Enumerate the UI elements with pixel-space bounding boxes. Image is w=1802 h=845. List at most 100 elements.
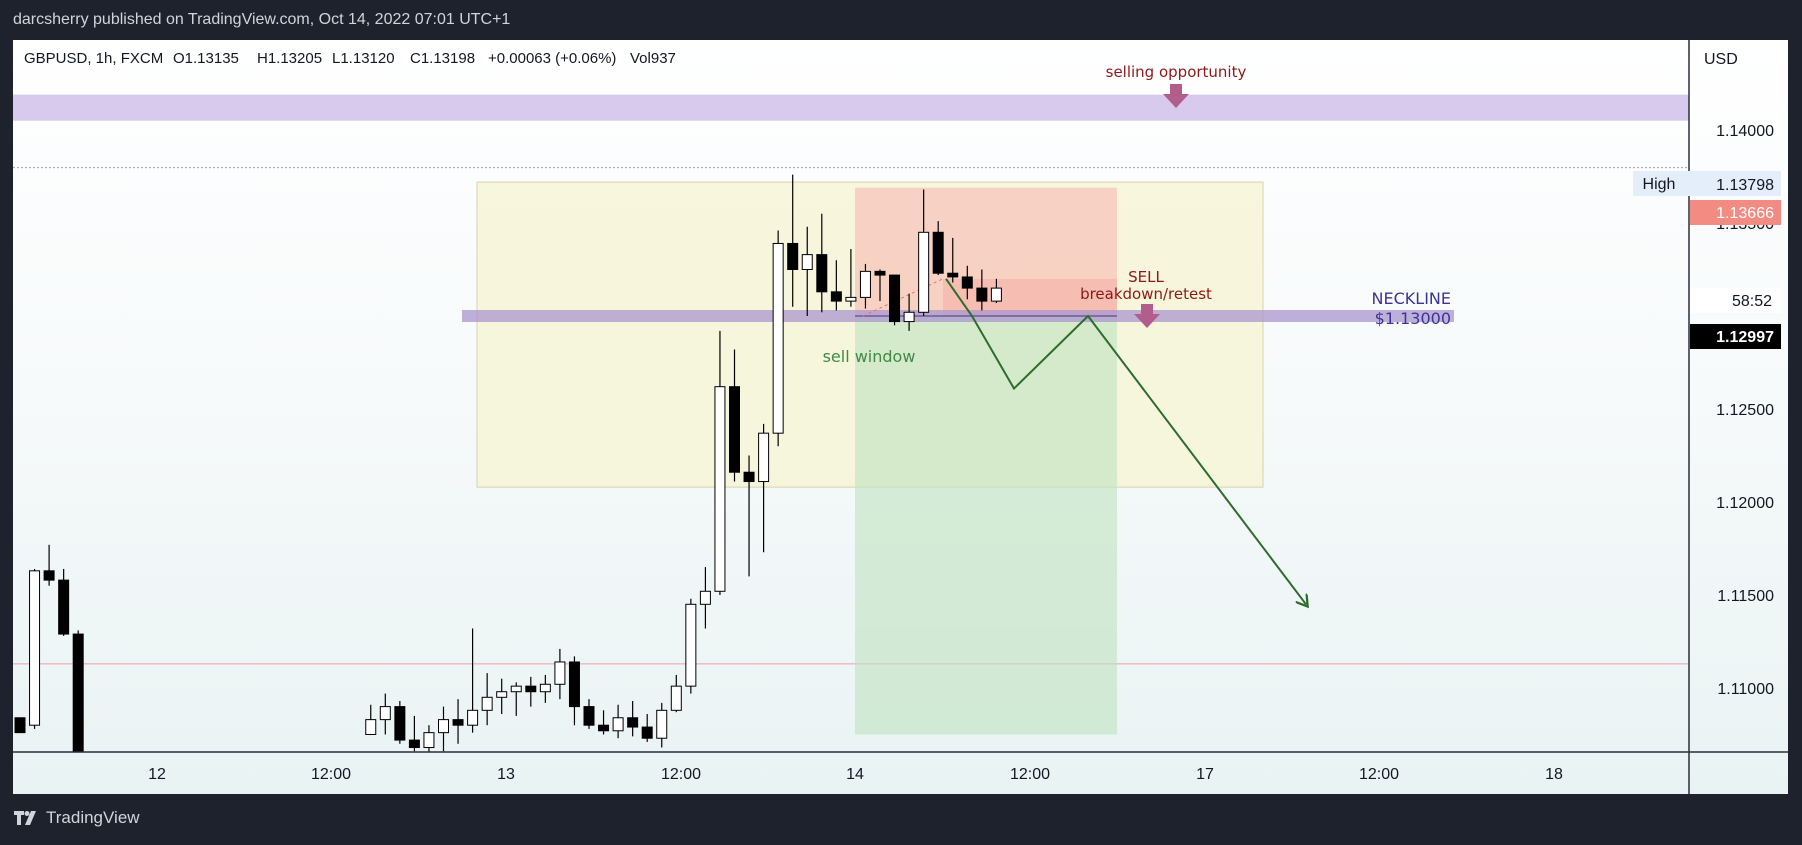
candle-body[interactable] xyxy=(729,386,740,473)
legend-low: L1.13120 xyxy=(332,50,395,67)
legend-change: +0.00063 (+0.06%) xyxy=(488,50,616,67)
candle-body[interactable] xyxy=(481,696,493,711)
candle-body[interactable] xyxy=(859,270,871,298)
candle-body[interactable] xyxy=(685,603,697,687)
high-badge-label: High xyxy=(1643,176,1676,193)
candle-body[interactable] xyxy=(990,287,1002,302)
price-tick-label: 1.11500 xyxy=(1717,588,1774,605)
candle-body[interactable] xyxy=(816,254,828,293)
time-tick-label: 12:00 xyxy=(311,766,351,783)
countdown-badge: 58:52 xyxy=(1690,288,1781,313)
candle-body[interactable] xyxy=(758,432,770,483)
mark-price-value: 1.13666 xyxy=(1716,205,1774,222)
legend-high: H1.13205 xyxy=(257,50,322,67)
sell-label: SELL xyxy=(1128,268,1164,286)
candle-body[interactable] xyxy=(496,691,508,698)
price-tick-label: 1.12000 xyxy=(1716,495,1774,512)
candles xyxy=(14,174,1002,759)
candle-body[interactable] xyxy=(43,570,55,581)
time-tick-label: 17 xyxy=(1196,766,1214,783)
time-axis-ticks[interactable]: 12 12:00 13 12:00 14 12:00 17 12:00 18 xyxy=(148,766,1563,783)
countdown-value: 58:52 xyxy=(1732,293,1772,310)
candle-body[interactable] xyxy=(903,311,915,323)
publisher-bar: darcsherry published on TradingView.com,… xyxy=(0,0,1802,40)
last-price-value: 1.12997 xyxy=(1716,329,1774,346)
legend-open: O1.13135 xyxy=(173,50,239,67)
price-tick-label: 1.12500 xyxy=(1716,402,1774,419)
candle-body[interactable] xyxy=(699,590,711,605)
down-arrow-marker-icon xyxy=(1134,304,1160,328)
high-badge: High 1.13798 xyxy=(1633,171,1781,196)
projection-path[interactable] xyxy=(945,278,1306,605)
candle-body[interactable] xyxy=(627,717,639,728)
tradingview-logo-icon xyxy=(14,811,36,825)
selling-opportunity-label: selling opportunity xyxy=(1106,63,1247,81)
candle-body[interactable] xyxy=(539,683,551,693)
candle-body[interactable] xyxy=(932,231,944,274)
candle-body[interactable] xyxy=(918,231,930,313)
time-tick-label: 18 xyxy=(1545,766,1563,783)
candle-body[interactable] xyxy=(14,717,26,734)
candle-body[interactable] xyxy=(961,276,973,289)
candle-body[interactable] xyxy=(365,719,377,735)
legend-symbol[interactable]: GBPUSD, 1h, FXCM xyxy=(24,50,163,67)
candle-body[interactable] xyxy=(568,661,580,708)
candle-body[interactable] xyxy=(438,719,449,734)
candle-body[interactable] xyxy=(583,706,595,726)
candle-body[interactable] xyxy=(408,739,420,749)
candle-body[interactable] xyxy=(641,726,653,739)
candle-body[interactable] xyxy=(58,579,70,635)
candle-body[interactable] xyxy=(452,719,464,726)
candle-body[interactable] xyxy=(772,242,784,434)
candle-body[interactable] xyxy=(714,386,726,592)
candle-body[interactable] xyxy=(947,272,959,278)
ohlc-legend: GBPUSD, 1h, FXCM O1.13135 H1.13205 L1.13… xyxy=(24,50,676,67)
resistance-zone[interactable] xyxy=(13,94,1689,121)
candle-body[interactable] xyxy=(612,717,624,732)
time-tick-label: 12:00 xyxy=(1010,766,1050,783)
publisher-text: darcsherry published on TradingView.com,… xyxy=(13,11,511,28)
candle-body[interactable] xyxy=(379,706,391,721)
down-arrow-marker-icon xyxy=(1163,84,1189,108)
candle-body[interactable] xyxy=(510,685,522,693)
target-zone[interactable] xyxy=(855,316,1117,735)
candle-body[interactable] xyxy=(801,254,813,270)
sell-window-label: sell window xyxy=(823,347,916,366)
candle-body[interactable] xyxy=(670,685,682,711)
candle-body[interactable] xyxy=(598,724,610,732)
neckline-label: NECKLINE xyxy=(1372,289,1451,308)
candle-body[interactable] xyxy=(72,633,84,759)
candle-body[interactable] xyxy=(467,709,479,726)
breakdown-retest-label: breakdown/retest xyxy=(1080,285,1212,303)
last-price-badge: 1.12997 xyxy=(1690,324,1781,349)
tradingview-brand: TradingView xyxy=(46,808,140,827)
candle-body[interactable] xyxy=(394,706,406,741)
price-tick-label: 1.14000 xyxy=(1716,123,1774,140)
legend-close: C1.13198 xyxy=(410,50,475,67)
time-tick-label: 12:00 xyxy=(661,766,701,783)
candle-body[interactable] xyxy=(525,685,537,693)
mark-price-badge: 1.13666 xyxy=(1690,200,1781,225)
candle-body[interactable] xyxy=(423,732,435,749)
candle-body[interactable] xyxy=(874,270,886,276)
candle-body[interactable] xyxy=(743,471,755,483)
time-tick-label: 13 xyxy=(497,766,515,783)
candle-body[interactable] xyxy=(845,296,857,302)
price-tick-label: 1.11000 xyxy=(1717,681,1774,698)
candle-body[interactable] xyxy=(29,570,41,726)
entry-dashed-line xyxy=(862,278,944,317)
candle-body[interactable] xyxy=(889,274,901,323)
candle-body[interactable] xyxy=(656,709,668,739)
time-tick-label: 12:00 xyxy=(1359,766,1399,783)
time-tick-label: 12 xyxy=(148,766,166,783)
legend-volume: Vol937 xyxy=(630,50,676,67)
tradingview-logo[interactable]: TradingView xyxy=(14,808,140,828)
candle-body[interactable] xyxy=(787,242,799,271)
time-tick-label: 14 xyxy=(846,766,864,783)
high-badge-value: 1.13798 xyxy=(1716,177,1774,194)
candle-body[interactable] xyxy=(976,287,988,302)
candle-body[interactable] xyxy=(554,661,566,685)
candle-body[interactable] xyxy=(830,291,842,302)
neckline-price-label: $1.13000 xyxy=(1375,309,1451,328)
